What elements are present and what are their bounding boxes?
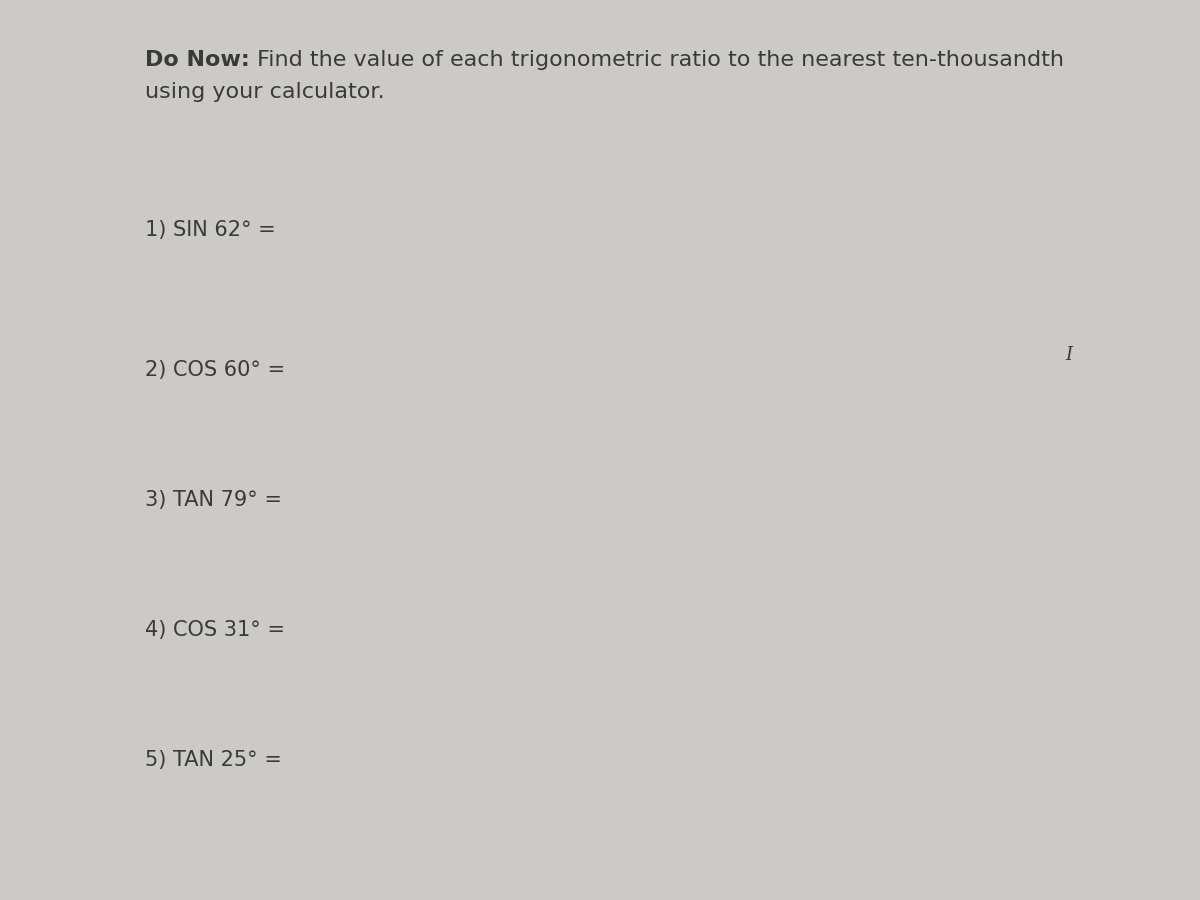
Text: I: I bbox=[1066, 346, 1072, 364]
Text: Find the value of each trigonometric ratio to the nearest ten-thousandth: Find the value of each trigonometric rat… bbox=[250, 50, 1063, 70]
Text: 5) TAN 25° =: 5) TAN 25° = bbox=[145, 750, 282, 770]
Text: 1) SIN 62° =: 1) SIN 62° = bbox=[145, 220, 276, 240]
Text: 2) COS 60° =: 2) COS 60° = bbox=[145, 360, 286, 380]
Text: using your calculator.: using your calculator. bbox=[145, 82, 385, 102]
Text: 4) COS 31° =: 4) COS 31° = bbox=[145, 620, 286, 640]
Text: Do Now:: Do Now: bbox=[145, 50, 250, 70]
Text: 3) TAN 79° =: 3) TAN 79° = bbox=[145, 490, 282, 510]
